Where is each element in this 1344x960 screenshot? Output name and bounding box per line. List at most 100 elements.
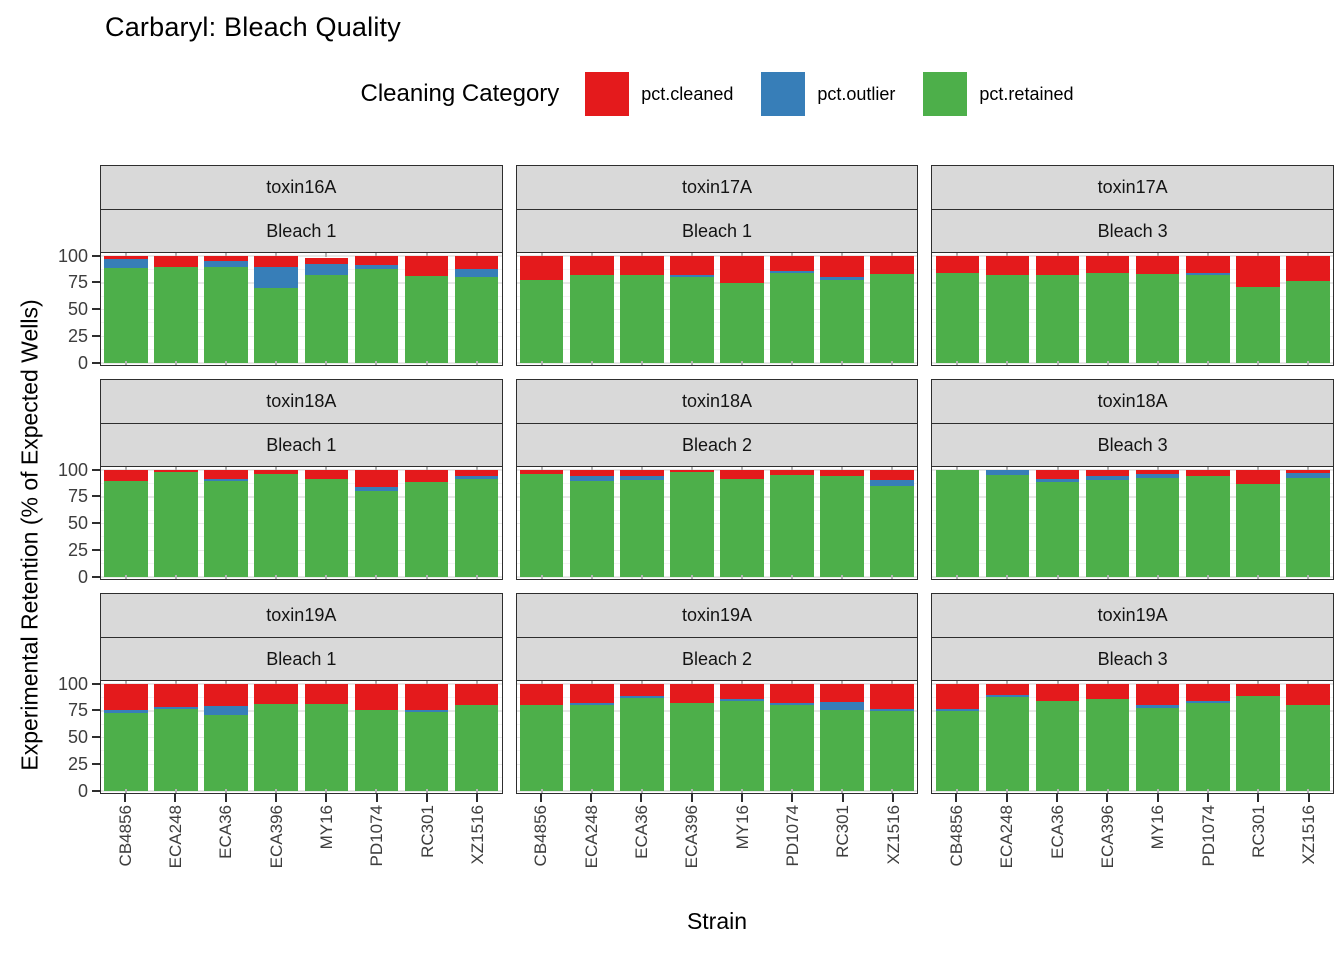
x-tick-mark (590, 794, 593, 802)
bar-slot-MY16 (301, 467, 351, 579)
plot-panel (100, 466, 503, 580)
bar-segment-cleaned (870, 684, 915, 709)
gridline-minor (932, 295, 1333, 297)
bar-segment-cleaned (204, 256, 248, 262)
bar-segment-retained (720, 282, 764, 363)
bar-segment-retained (204, 266, 248, 363)
facet-plot (515, 252, 919, 366)
stacked-bar-ECA36 (1035, 256, 1080, 363)
bar-segment-retained (870, 486, 915, 577)
x-tick-label: MY16 (316, 805, 336, 850)
facet-strip-bleach: Bleach 3 (931, 636, 1334, 682)
facet-plot: 100 75 50 25 0 (58, 460, 503, 587)
plot-panel (100, 680, 503, 794)
bar-segment-cleaned (870, 256, 915, 275)
bar-segment-retained (104, 480, 148, 577)
facet-toxin17A-bleach3: toxin17A Bleach 3 (931, 165, 1334, 366)
bar-segment-cleaned (569, 684, 614, 704)
bar-segment-retained (569, 480, 614, 577)
x-tick-cell: ECA248 (982, 794, 1032, 894)
stacked-bar-MY16 (304, 470, 349, 577)
bar-segment-retained (770, 273, 814, 363)
bar-segment-cleaned (670, 256, 714, 276)
x-tick-label: CB4856 (946, 805, 966, 867)
gridline-minor (932, 750, 1333, 752)
gridline-major (516, 496, 918, 498)
bar-segment-retained (770, 705, 814, 791)
bar-segment-cleaned (204, 684, 248, 707)
gridline-major (101, 763, 502, 765)
bar-slot-ECA36 (617, 467, 667, 579)
bar-segment-retained (1236, 483, 1280, 577)
bar-segment-cleaned (569, 470, 614, 477)
bar-segment-cleaned (935, 256, 980, 274)
gridline-major (516, 282, 918, 284)
bar-segment-retained (104, 712, 148, 791)
bar-segment-cleaned (1035, 684, 1080, 702)
gridline-minor (101, 750, 502, 752)
bar-segment-cleaned (104, 256, 148, 260)
facet-strip-bleach: Bleach 2 (515, 636, 919, 682)
y-tick-mark (92, 361, 100, 364)
plot-panel (931, 466, 1334, 580)
stacked-bar-ECA36 (620, 684, 664, 791)
y-tick-label: 75 (67, 486, 88, 507)
x-tick-mark (690, 794, 693, 802)
plot-panel (100, 252, 503, 366)
bar-segment-cleaned (154, 684, 198, 707)
bar-slot-ECA248 (982, 681, 1032, 793)
bar-segment-outlier (1185, 273, 1230, 276)
x-tick-cell: ECA248 (150, 794, 200, 894)
x-tick-mark (1005, 794, 1008, 802)
x-tick-cell: XZ1516 (1284, 794, 1334, 894)
bar-slot-MY16 (1133, 467, 1183, 579)
stacked-bar-XZ1516 (1286, 256, 1330, 363)
gridline-major (516, 255, 918, 257)
gridline-major (932, 282, 1333, 284)
x-tick-label: CB4856 (531, 805, 551, 867)
x-tick-mark (1156, 794, 1159, 802)
stacked-bar-XZ1516 (454, 684, 499, 791)
facet-plot (931, 680, 1334, 794)
bar-slot-ECA36 (201, 681, 251, 793)
bar-segment-cleaned (354, 256, 399, 265)
x-tick-cell: PD1074 (352, 794, 402, 894)
bar-segment-cleaned (1185, 470, 1230, 477)
stacked-bar-ECA36 (1035, 684, 1080, 791)
gridline-major (932, 522, 1333, 525)
bar-slot-RC301 (401, 467, 451, 579)
x-axis-title: Strain (686, 908, 748, 934)
stacked-bar-PD1074 (354, 256, 399, 363)
bar-segment-outlier (354, 487, 399, 492)
bar-slot-PD1074 (351, 253, 401, 365)
stacked-bar-ECA396 (670, 684, 714, 791)
gridline-minor (932, 536, 1333, 538)
x-tick-mark (841, 794, 844, 802)
gridline-major (932, 790, 1333, 792)
bar-segment-retained (1185, 275, 1230, 363)
bar-segment-cleaned (1236, 470, 1280, 484)
legend-title: Cleaning Category (360, 80, 560, 107)
x-tick-mark (275, 794, 278, 802)
bar-slot-MY16 (717, 253, 767, 365)
gridline-minor (516, 723, 918, 725)
y-tick-label: 50 (67, 299, 88, 319)
bar-segment-retained (154, 266, 198, 363)
facet-strip-bleach: Bleach 3 (931, 208, 1334, 254)
bar-segment-retained (154, 472, 198, 577)
gridline-major (932, 710, 1333, 712)
bar-segment-retained (935, 470, 980, 577)
facet-strip-bleach: Bleach 1 (515, 208, 919, 254)
bar-segment-outlier (820, 277, 864, 280)
bar-segment-cleaned (820, 256, 864, 278)
facet-toxin19A-bleach2: toxin19A Bleach 2 CB4856 ECA248 ECA36 ECA396 M… (515, 593, 919, 894)
bar-segment-cleaned (1135, 684, 1180, 706)
bar-segment-outlier (1185, 701, 1230, 704)
bar-segment-outlier (104, 709, 148, 713)
bar-segment-cleaned (720, 684, 764, 699)
bar-slot-ECA248 (151, 253, 201, 365)
y-tick-label: 0 (77, 780, 88, 801)
bar-slot-XZ1516 (452, 253, 502, 365)
stacked-bar-MY16 (1135, 684, 1180, 791)
stacked-bar-XZ1516 (454, 470, 499, 577)
